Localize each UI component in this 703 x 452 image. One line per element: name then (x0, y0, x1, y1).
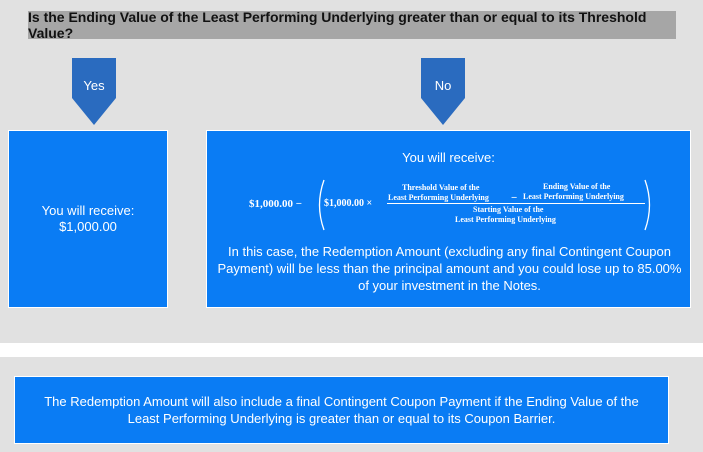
coupon-note-text: The Redemption Amount will also include … (44, 394, 639, 426)
formula-threshold-line2: Least Performing Underlying (388, 193, 489, 202)
no-receive-label: You will receive: (402, 150, 495, 165)
loss-explanation: In this case, the Redemption Amount (exc… (217, 244, 682, 293)
yes-outcome-box: You will receive: $1,000.00 (8, 130, 168, 308)
coupon-note-box: The Redemption Amount will also include … (14, 376, 669, 444)
formula-principal: $1,000.00 − (249, 198, 303, 210)
formula-starting-line2: Least Performing Underlying (455, 215, 556, 224)
no-arrow: No (421, 58, 465, 125)
question-bar: Is the Ending Value of the Least Perform… (28, 9, 676, 41)
formula-ending-line2: Least Performing Underlying (523, 192, 624, 201)
down-arrow-icon (421, 58, 465, 125)
redemption-formula: $1,000.00 − $1,000.00 × Threshold Value … (207, 179, 692, 235)
left-paren (318, 179, 325, 231)
formula-inner-principal: $1,000.00 × (324, 198, 373, 209)
yes-receive-label: You will receive: (41, 203, 135, 218)
yes-amount: $1,000.00 (59, 219, 117, 234)
formula-minus: − (511, 192, 518, 204)
no-outcome-box: You will receive: $1,000.00 − $1,000.00 … (206, 130, 691, 308)
yes-arrow: Yes (72, 58, 116, 125)
down-arrow-icon (72, 58, 116, 125)
no-label: No (434, 78, 452, 93)
right-paren (644, 179, 651, 231)
question-text: Is the Ending Value of the Least Perform… (28, 9, 647, 41)
formula-starting-line1: Starting Value of the (473, 205, 544, 214)
formula-threshold-line1: Threshold Value of the (402, 183, 480, 192)
yes-label: Yes (83, 78, 105, 93)
formula-ending-line1: Ending Value of the (543, 182, 611, 191)
fraction-bar (387, 203, 645, 204)
